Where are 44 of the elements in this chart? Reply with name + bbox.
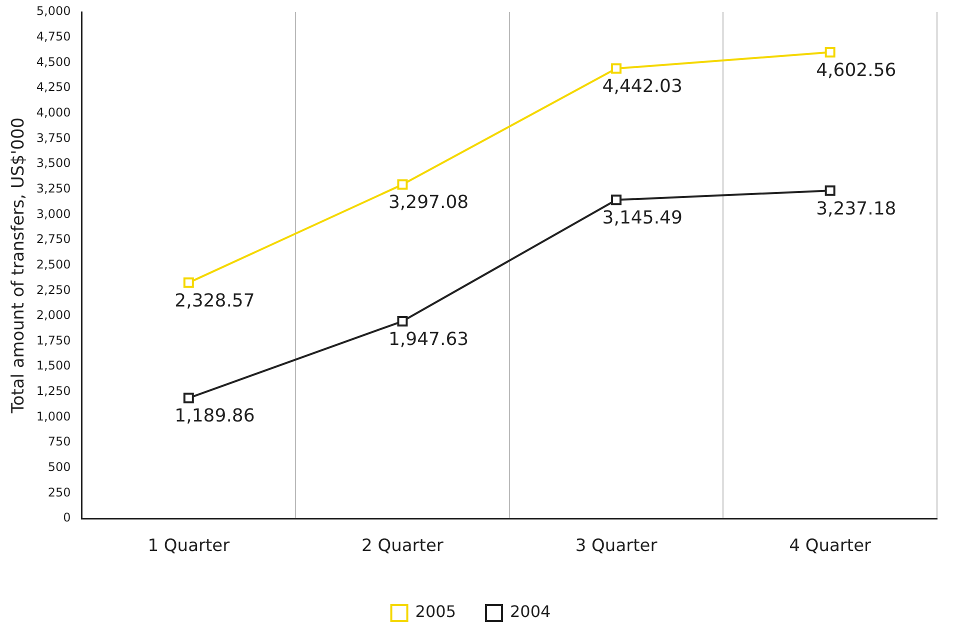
- y-tick-label: 3,500: [36, 156, 71, 170]
- data-label: 1,189.86: [174, 406, 255, 427]
- y-tick-label: 0: [63, 510, 71, 525]
- x-tick-label: 4 Quarter: [789, 536, 872, 556]
- y-tick-label: 2,000: [36, 308, 71, 322]
- y-tick-label: 2,750: [36, 232, 71, 246]
- y-tick-label: 750: [48, 434, 71, 449]
- data-label: 3,237.18: [816, 198, 896, 220]
- data-label: 4,442.03: [602, 76, 682, 98]
- point: [611, 194, 622, 206]
- data-label: 1,947.63: [388, 328, 469, 350]
- y-axis-title: Total amount of transfers, US$'000: [8, 117, 29, 414]
- x-tick-label: 3 Quarter: [575, 536, 658, 556]
- point: [183, 392, 194, 404]
- y-tick-label: 3,750: [36, 130, 71, 145]
- y-tick-label: 5,000: [36, 4, 71, 18]
- y-tick-label: 1,500: [36, 358, 71, 373]
- point: [824, 185, 836, 196]
- y-tick-label: 3,250: [36, 181, 71, 196]
- legend-label: 2005: [415, 602, 456, 622]
- y-tick-label: 2,500: [36, 257, 71, 272]
- data-label: 2,328.57: [174, 290, 255, 312]
- point: [611, 63, 622, 74]
- y-tick-label: 1,750: [36, 333, 71, 348]
- y-tick-label: 1,250: [36, 384, 71, 398]
- y-tick-label: 4,000: [36, 105, 71, 120]
- x-tick-label: 2 Quarter: [362, 536, 444, 556]
- y-tick-label: 500: [48, 460, 71, 474]
- point: [397, 179, 408, 190]
- y-tick-label: 2,250: [36, 282, 71, 297]
- y-tick-label: 1,000: [36, 409, 71, 424]
- data-label: 3,297.08: [388, 192, 469, 214]
- point: [183, 277, 194, 288]
- point: [824, 47, 836, 58]
- x-tick-label: 1 Quarter: [148, 536, 230, 556]
- y-tick-label: 4,250: [36, 80, 71, 94]
- y-tick-label: 4,500: [36, 54, 71, 69]
- y-tick-label: 250: [48, 485, 71, 500]
- data-label: 3,145.49: [602, 208, 682, 229]
- point: [397, 316, 408, 327]
- y-tick-label: 4,750: [36, 29, 71, 44]
- y-tick-label: 3,000: [36, 206, 71, 221]
- legend-label: 2004: [510, 602, 551, 622]
- data-label: 4,602.56: [816, 60, 896, 81]
